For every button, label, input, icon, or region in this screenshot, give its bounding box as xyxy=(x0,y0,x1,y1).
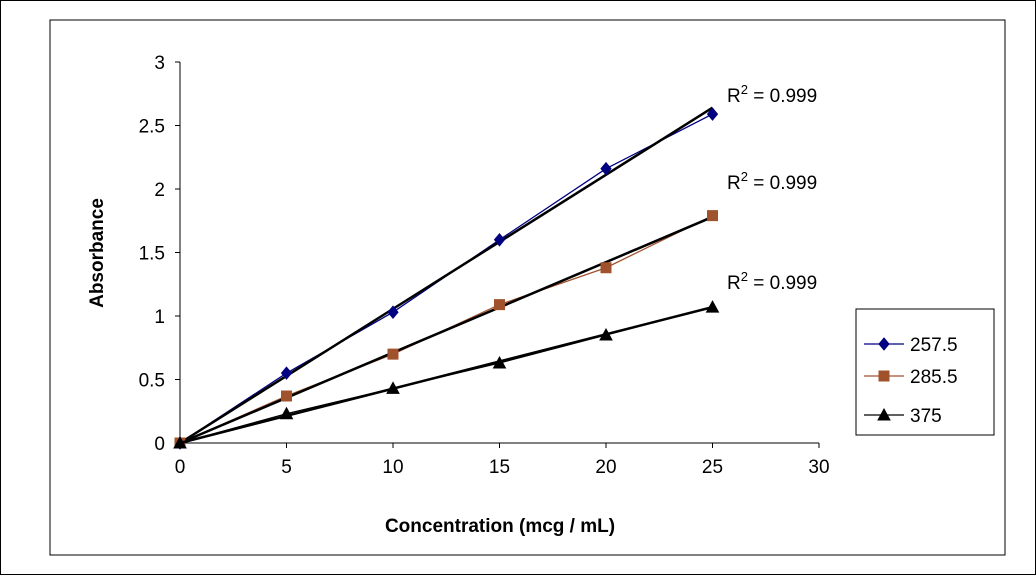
data-point xyxy=(706,107,719,121)
legend: 257.5 285.5 375 xyxy=(855,308,995,436)
y-tick-label: 3 xyxy=(154,53,165,74)
series-257.5 xyxy=(174,106,719,450)
legend-item-285.5: 285.5 xyxy=(864,367,958,388)
data-point xyxy=(600,161,612,176)
y-tick-label: 2 xyxy=(154,180,165,201)
data-point xyxy=(493,233,506,247)
data-point xyxy=(386,381,400,394)
trendline xyxy=(179,106,714,445)
series-375 xyxy=(173,300,720,449)
trendline xyxy=(179,305,713,445)
legend-label: 375 xyxy=(910,406,942,427)
r2-labels: R2 = 0.999 R2 = 0.999 R2 = 0.999 xyxy=(727,82,817,294)
y-tick-label: 0.5 xyxy=(139,371,165,392)
r2-annotation: R2 = 0.999 xyxy=(727,269,817,294)
plot-area-frame xyxy=(49,19,1006,556)
legend-item-257.5: 257.5 xyxy=(864,335,958,356)
series-285.5 xyxy=(174,210,718,449)
x-tick-label: 20 xyxy=(595,457,616,478)
data-point xyxy=(600,262,612,274)
legend-label: 257.5 xyxy=(910,335,958,356)
y-tick-label: 1.5 xyxy=(139,244,165,265)
data-point xyxy=(707,210,718,222)
legend-item-375: 375 xyxy=(864,406,942,427)
data-point xyxy=(280,366,293,380)
x-tick-label: 0 xyxy=(175,457,186,478)
data-point xyxy=(492,355,507,369)
x-tick-label: 5 xyxy=(281,457,292,478)
y-tick-label: 1 xyxy=(154,307,165,328)
r2-annotation: R2 = 0.999 xyxy=(727,82,817,107)
y-axis-label: Absorbance xyxy=(87,198,108,308)
legend-swatch-marker xyxy=(878,370,890,382)
x-axis-label: Concentration (mcg / mL) xyxy=(385,516,615,537)
y-tick-label: 0 xyxy=(154,434,165,455)
x-tick-label: 15 xyxy=(489,457,510,478)
series-layer xyxy=(173,106,720,450)
data-point xyxy=(599,328,613,341)
legend-swatch-marker xyxy=(877,407,891,421)
data-point xyxy=(387,348,399,360)
data-point xyxy=(281,390,292,402)
data-point xyxy=(279,406,294,420)
legend-swatch-marker xyxy=(878,337,890,351)
x-tick-label: 30 xyxy=(808,457,829,478)
data-point xyxy=(494,299,505,311)
x-tick-label: 10 xyxy=(382,457,403,478)
data-point xyxy=(705,300,720,313)
data-point xyxy=(387,305,399,319)
x-tick-label: 25 xyxy=(702,457,723,478)
r2-annotation: R2 = 0.999 xyxy=(727,169,817,194)
data-point xyxy=(173,435,187,449)
x-axis-ticks: 0 5 10 15 20 25 30 xyxy=(175,443,830,478)
legend-label: 285.5 xyxy=(910,367,958,388)
y-tick-label: 2.5 xyxy=(139,117,165,138)
y-axis-ticks: 0 0.5 1 1.5 2 2.5 3 xyxy=(139,53,180,455)
trendline xyxy=(179,215,713,445)
